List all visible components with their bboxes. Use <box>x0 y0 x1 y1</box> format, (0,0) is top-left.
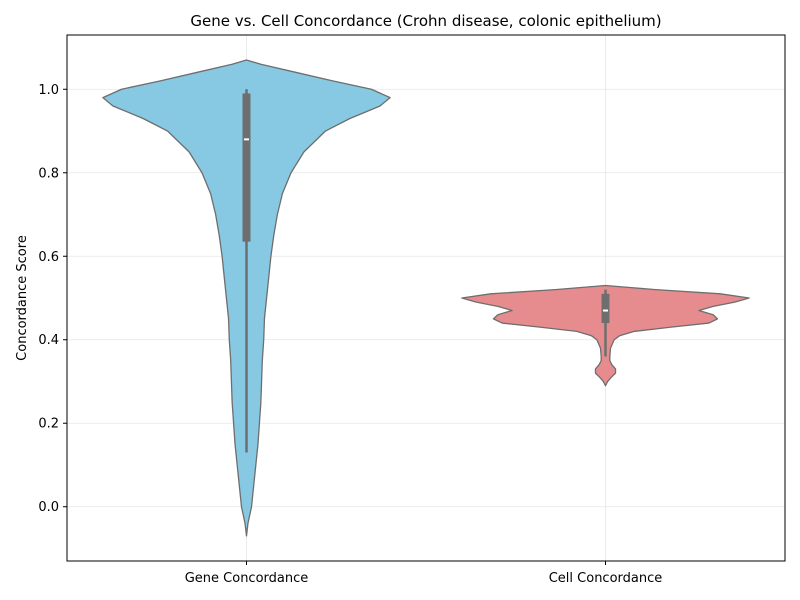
y-tick-label: 0.8 <box>38 166 59 181</box>
x-tick-label: Cell Concordance <box>549 571 663 586</box>
y-tick-label: 0.4 <box>38 333 59 348</box>
chart-title: Gene vs. Cell Concordance (Crohn disease… <box>190 12 661 30</box>
plot-frame <box>66 34 786 562</box>
x-axis: Gene Concordance Cell Concordance <box>185 561 663 586</box>
y-tick-label: 0.0 <box>38 500 59 515</box>
x-tick-label: Gene Concordance <box>185 571 309 586</box>
violin-box-1 <box>601 293 610 324</box>
y-axis: 0.0 0.2 0.4 0.6 0.8 1.0 <box>38 83 67 515</box>
violins <box>102 59 750 537</box>
y-tick-label: 1.0 <box>38 83 59 98</box>
y-tick-label: 0.6 <box>38 250 59 265</box>
y-tick-label: 0.2 <box>38 417 59 432</box>
violin-box-0 <box>242 93 251 242</box>
y-axis-label: Concordance Score <box>15 235 30 361</box>
